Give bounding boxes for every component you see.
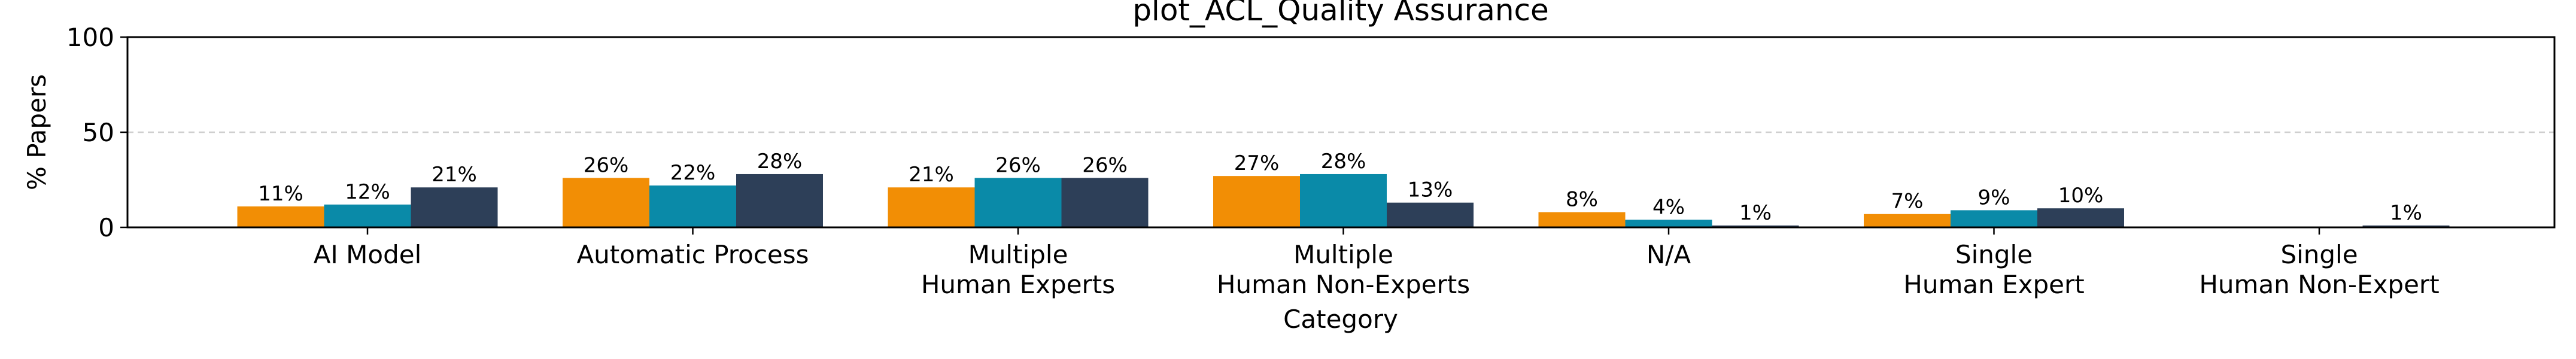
bar: [1387, 202, 1474, 227]
bar: [649, 185, 736, 227]
y-tick-label: 50: [83, 118, 114, 147]
data-label: 22%: [670, 161, 716, 185]
bar: [1213, 176, 1300, 227]
data-label: 4%: [1652, 195, 1685, 219]
bar: [237, 206, 324, 227]
x-tick-label: Single Human Non-Expert: [2199, 240, 2439, 299]
data-label: 28%: [757, 150, 803, 174]
y-axis-label: % Papers: [22, 74, 51, 190]
bar: [411, 187, 498, 227]
x-tick-label: Automatic Process: [576, 240, 809, 269]
data-label: 27%: [1234, 151, 1280, 175]
data-label: 7%: [1891, 190, 1924, 214]
data-label: 26%: [995, 153, 1041, 177]
x-tick-label: AI Model: [314, 240, 422, 269]
data-label: 26%: [1082, 153, 1128, 177]
data-label: 21%: [909, 163, 954, 187]
bar: [736, 174, 823, 227]
bar: [1300, 174, 1387, 227]
data-label: 1%: [2390, 201, 2422, 225]
data-label: 26%: [584, 153, 629, 177]
bar: [1538, 212, 1626, 227]
data-label: 21%: [432, 163, 477, 187]
bar: [1061, 178, 1149, 227]
bar: [888, 187, 975, 227]
data-label: 1%: [1739, 201, 1772, 225]
bar: [563, 178, 649, 227]
y-tick-label: 0: [98, 213, 114, 242]
x-tick-label: Single Human Expert: [1903, 240, 2084, 299]
x-axis-label: Category: [1283, 305, 1398, 334]
bar: [1864, 214, 1951, 227]
x-tick-label: Multiple Human Non-Experts: [1217, 240, 1470, 299]
data-label: 13%: [1408, 178, 1453, 202]
data-label: 9%: [1978, 185, 2010, 209]
data-label: 10%: [2058, 184, 2104, 208]
bar: [1625, 220, 1712, 227]
data-label: 8%: [1566, 188, 1598, 212]
data-label: 12%: [345, 180, 390, 204]
bar: [324, 204, 411, 227]
chart-title: plot_ACL_Quality Assurance: [1132, 0, 1549, 28]
data-label: 11%: [258, 182, 303, 206]
bar: [2362, 225, 2450, 227]
bar: [1712, 225, 1799, 227]
data-label: 28%: [1321, 150, 1366, 174]
bar: [1951, 210, 2037, 227]
bar: [2037, 208, 2124, 227]
bar: [974, 178, 1062, 227]
y-tick-label: 100: [66, 23, 114, 52]
x-tick-label: N/A: [1647, 240, 1691, 269]
x-tick-label: Multiple Human Experts: [921, 240, 1115, 299]
